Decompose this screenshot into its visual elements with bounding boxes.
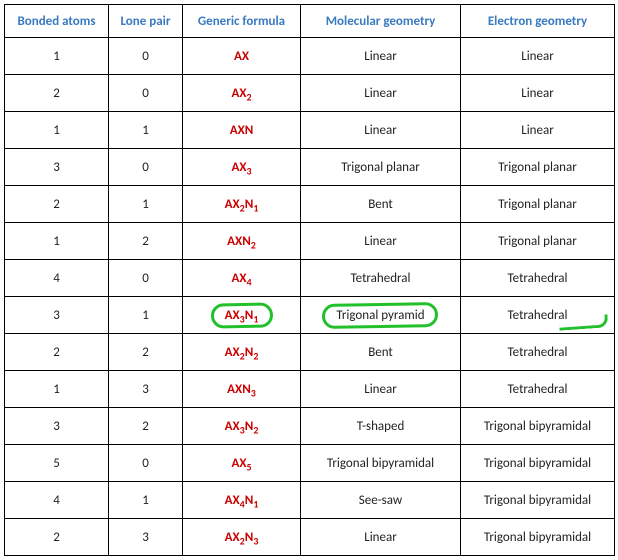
- table-row: 23AX2N3LinearTrigonal bipyramidal: [5, 519, 615, 556]
- cell-bonded: 5: [5, 445, 109, 482]
- cell-electron: Trigonal planar: [461, 223, 615, 260]
- table-row: 41AX4N1See-sawTrigonal bipyramidal: [5, 482, 615, 519]
- cell-bonded: 3: [5, 149, 109, 186]
- cell-molecular: Linear: [301, 75, 461, 112]
- cell-formula: AX4N1: [183, 482, 301, 519]
- cell-formula: AX5: [183, 445, 301, 482]
- cell-bonded: 3: [5, 408, 109, 445]
- cell-lone: 2: [109, 408, 183, 445]
- cell-electron: Linear: [461, 112, 615, 149]
- table-row: 11AXNLinearLinear: [5, 112, 615, 149]
- cell-electron: Trigonal planar: [461, 186, 615, 223]
- cell-molecular: See-saw: [301, 482, 461, 519]
- cell-molecular: Linear: [301, 223, 461, 260]
- cell-formula: AX3N1: [183, 297, 301, 334]
- cell-formula: AX: [183, 38, 301, 75]
- header-lone: Lone pair: [109, 5, 183, 38]
- header-electron: Electron geometry: [461, 5, 615, 38]
- table-row: 13AXN3LinearTetrahedral: [5, 371, 615, 408]
- cell-electron: Linear: [461, 38, 615, 75]
- cell-molecular: Linear: [301, 519, 461, 556]
- cell-lone: 1: [109, 297, 183, 334]
- cell-formula: AX2N2: [183, 334, 301, 371]
- cell-molecular: T-shaped: [301, 408, 461, 445]
- cell-formula: AXN: [183, 112, 301, 149]
- header-formula: Generic formula: [183, 5, 301, 38]
- header-row: Bonded atoms Lone pair Generic formula M…: [5, 5, 615, 38]
- cell-lone: 0: [109, 149, 183, 186]
- table-body: 10AXLinearLinear20AX2LinearLinear11AXNLi…: [5, 38, 615, 556]
- cell-electron: Linear: [461, 75, 615, 112]
- cell-molecular: Trigonal planar: [301, 149, 461, 186]
- cell-lone: 1: [109, 112, 183, 149]
- table-row: 10AXLinearLinear: [5, 38, 615, 75]
- cell-bonded: 2: [5, 519, 109, 556]
- header-molecular: Molecular geometry: [301, 5, 461, 38]
- cell-electron: Trigonal bipyramidal: [461, 445, 615, 482]
- cell-electron: Tetrahedral: [461, 334, 615, 371]
- cell-formula: AX4: [183, 260, 301, 297]
- cell-electron: Tetrahedral: [461, 297, 615, 334]
- cell-lone: 0: [109, 75, 183, 112]
- cell-electron: Trigonal bipyramidal: [461, 482, 615, 519]
- cell-bonded: 4: [5, 482, 109, 519]
- cell-lone: 0: [109, 38, 183, 75]
- table-row: 31AX3N1Trigonal pyramidTetrahedral: [5, 297, 615, 334]
- cell-electron: Trigonal planar: [461, 149, 615, 186]
- cell-molecular: Trigonal pyramid: [301, 297, 461, 334]
- vsepr-table: Bonded atoms Lone pair Generic formula M…: [4, 4, 615, 556]
- cell-lone: 0: [109, 445, 183, 482]
- table-row: 22AX2N2BentTetrahedral: [5, 334, 615, 371]
- cell-formula: AX2: [183, 75, 301, 112]
- cell-electron: Tetrahedral: [461, 260, 615, 297]
- cell-formula: AXN2: [183, 223, 301, 260]
- cell-lone: 3: [109, 371, 183, 408]
- header-bonded: Bonded atoms: [5, 5, 109, 38]
- table-row: 32AX3N2T-shapedTrigonal bipyramidal: [5, 408, 615, 445]
- cell-lone: 2: [109, 334, 183, 371]
- cell-molecular: Linear: [301, 112, 461, 149]
- cell-bonded: 1: [5, 112, 109, 149]
- table-row: 21AX2N1BentTrigonal planar: [5, 186, 615, 223]
- table-row: 12AXN2LinearTrigonal planar: [5, 223, 615, 260]
- cell-formula: AX2N1: [183, 186, 301, 223]
- cell-bonded: 2: [5, 186, 109, 223]
- cell-electron: Trigonal bipyramidal: [461, 408, 615, 445]
- table-row: 40AX4TetrahedralTetrahedral: [5, 260, 615, 297]
- cell-lone: 0: [109, 260, 183, 297]
- cell-bonded: 4: [5, 260, 109, 297]
- cell-molecular: Bent: [301, 186, 461, 223]
- table-row: 30AX3Trigonal planarTrigonal planar: [5, 149, 615, 186]
- cell-bonded: 3: [5, 297, 109, 334]
- cell-electron: Tetrahedral: [461, 371, 615, 408]
- cell-formula: AXN3: [183, 371, 301, 408]
- cell-electron: Trigonal bipyramidal: [461, 519, 615, 556]
- cell-lone: 3: [109, 519, 183, 556]
- cell-lone: 1: [109, 186, 183, 223]
- cell-bonded: 1: [5, 223, 109, 260]
- cell-formula: AX2N3: [183, 519, 301, 556]
- cell-bonded: 1: [5, 371, 109, 408]
- cell-bonded: 2: [5, 334, 109, 371]
- cell-molecular: Bent: [301, 334, 461, 371]
- cell-formula: AX3N2: [183, 408, 301, 445]
- cell-lone: 1: [109, 482, 183, 519]
- table-row: 20AX2LinearLinear: [5, 75, 615, 112]
- cell-molecular: Linear: [301, 38, 461, 75]
- cell-bonded: 1: [5, 38, 109, 75]
- cell-lone: 2: [109, 223, 183, 260]
- cell-molecular: Trigonal bipyramidal: [301, 445, 461, 482]
- cell-bonded: 2: [5, 75, 109, 112]
- cell-formula: AX3: [183, 149, 301, 186]
- table-row: 50AX5Trigonal bipyramidalTrigonal bipyra…: [5, 445, 615, 482]
- cell-molecular: Linear: [301, 371, 461, 408]
- cell-molecular: Tetrahedral: [301, 260, 461, 297]
